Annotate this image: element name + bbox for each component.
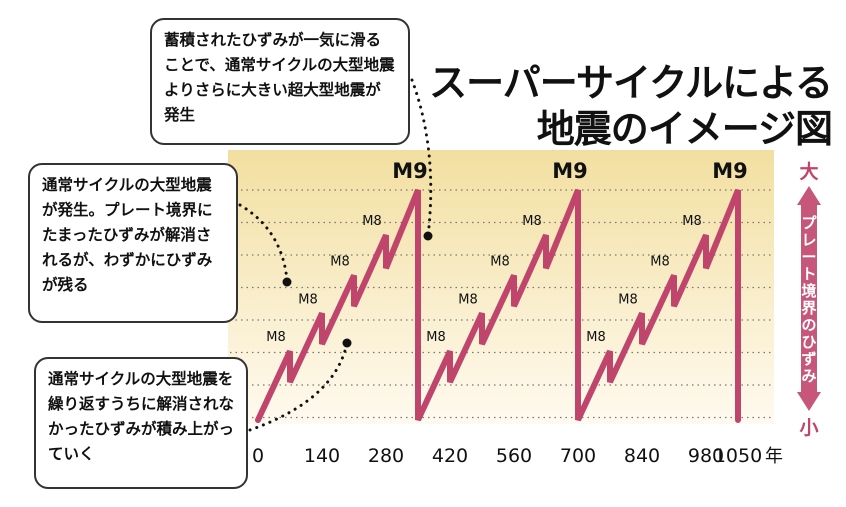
m8-label: M8 [362,214,382,229]
title-line-2: 地震のイメージ図 [536,107,833,151]
m9-label: M9 [392,159,428,183]
m8-label: M8 [330,254,350,269]
strain-axis-label-char: み [801,367,816,385]
m9-label: M9 [552,159,588,183]
m8-label: M8 [682,214,702,229]
m8-label: M8 [650,254,670,269]
x-tick-label: 980 [688,445,724,467]
x-tick-label: 1050 [714,445,762,467]
strain-line [255,188,741,423]
strain-axis-label-char: 境 [801,282,816,300]
x-tick-label: 700 [560,445,596,467]
callout-normal-quake: 通常サイクルの大型地震が発生。プレート境界にたまったひずみが解消されるが、わずか… [28,163,238,323]
strain-axis-label-char: の [801,316,816,334]
x-tick-label: 280 [368,445,404,467]
double-arrow-icon [797,186,821,411]
x-tick-label: 0 [252,445,264,467]
strain-series [255,188,741,423]
strain-axis-label-char: レ [801,231,816,249]
callout-accumulation: 通常サイクルの大型地震を繰り返すうちに解消されなかったひずみが積み上がっていく [34,357,248,489]
m8-label: M8 [522,214,542,229]
strain-axis-label-char: ト [801,265,816,283]
callout-supercycle: 蓄積されたひずみが一気に滑ることで、通常サイクルの大型地震よりさらに大きい超大型… [150,18,410,145]
m8-label: M8 [586,330,606,345]
leader-dot [423,231,433,241]
diagram-title: スーパーサイクルによる 地震のイメージ図 [429,60,833,152]
x-tick-label: 560 [496,445,532,467]
strain-axis-label-char: プ [801,214,817,232]
m8-label: M8 [490,254,510,269]
callout-leaders [238,78,433,432]
m8-label: M8 [458,292,478,307]
x-tick-label: 140 [304,445,340,467]
leader-dot [282,277,292,287]
m8-label: M8 [426,330,446,345]
magnitude-labels: M8 M8 M8 M8 M9 M8 M8 M8 M8 M9 M8 M8 M8 M8 M9 [266,159,748,345]
x-tick-label: 840 [624,445,660,467]
m8-label: M8 [266,330,286,345]
m9-label: M9 [712,159,748,183]
strain-axis-label-char: 界 [801,299,816,317]
strain-axis-label-char: ー [801,248,816,266]
m8-label: M8 [298,292,318,307]
m8-label: M8 [618,292,638,307]
leader-dot [342,338,352,348]
x-unit-label: 年 [765,446,783,467]
strain-axis-label-char: ず [801,350,816,368]
leader-accumulation [248,341,349,432]
strain-high-label: 大 [799,160,818,183]
x-tick-label: 420 [432,445,468,467]
strain-axis-label-char: ひ [801,333,816,351]
strain-low-label: 小 [799,417,818,439]
title-line-1: スーパーサイクルによる [429,61,833,105]
